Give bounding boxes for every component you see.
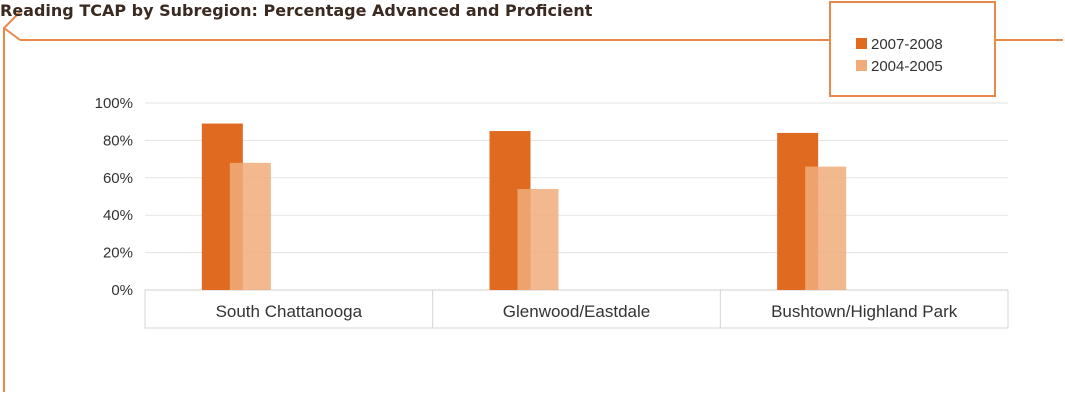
frame-left-line xyxy=(3,11,21,392)
legend: 2007-2008 2004-2005 xyxy=(829,1,996,97)
y-tick-label: 60% xyxy=(103,170,133,187)
x-axis: South Chattanooga Glenwood/Eastdale Bushto… xyxy=(144,290,1009,329)
y-tick-label: 80% xyxy=(103,132,133,149)
y-tick-label: 20% xyxy=(103,245,133,262)
y-axis: 0% 20% 40% 60% 80% 100% xyxy=(95,95,133,299)
bar-2004-2005 xyxy=(805,166,847,290)
legend-label-2004-2005: 2004-2005 xyxy=(871,58,943,75)
y-tick-label: 100% xyxy=(95,95,133,112)
y-tick-label: 40% xyxy=(103,207,133,224)
bars xyxy=(201,123,847,290)
y-tick-label: 0% xyxy=(111,282,133,299)
legend-label-2007-2008: 2007-2008 xyxy=(871,36,943,53)
bar-2004-2005 xyxy=(229,162,271,290)
gridlines xyxy=(145,102,1008,291)
frame-corner xyxy=(3,27,21,41)
bar-2004-2005 xyxy=(517,189,559,290)
x-category-label: Glenwood/Eastdale xyxy=(503,302,650,321)
chart-title: Reading TCAP by Subregion: Percentage Ad… xyxy=(0,1,593,20)
legend-swatch-2004-2005 xyxy=(856,60,867,71)
category-axis-box xyxy=(144,290,1009,329)
x-category-label: South Chattanooga xyxy=(216,302,363,321)
legend-swatch-2007-2008 xyxy=(856,38,867,49)
x-category-label: Bushtown/Highland Park xyxy=(771,302,958,321)
